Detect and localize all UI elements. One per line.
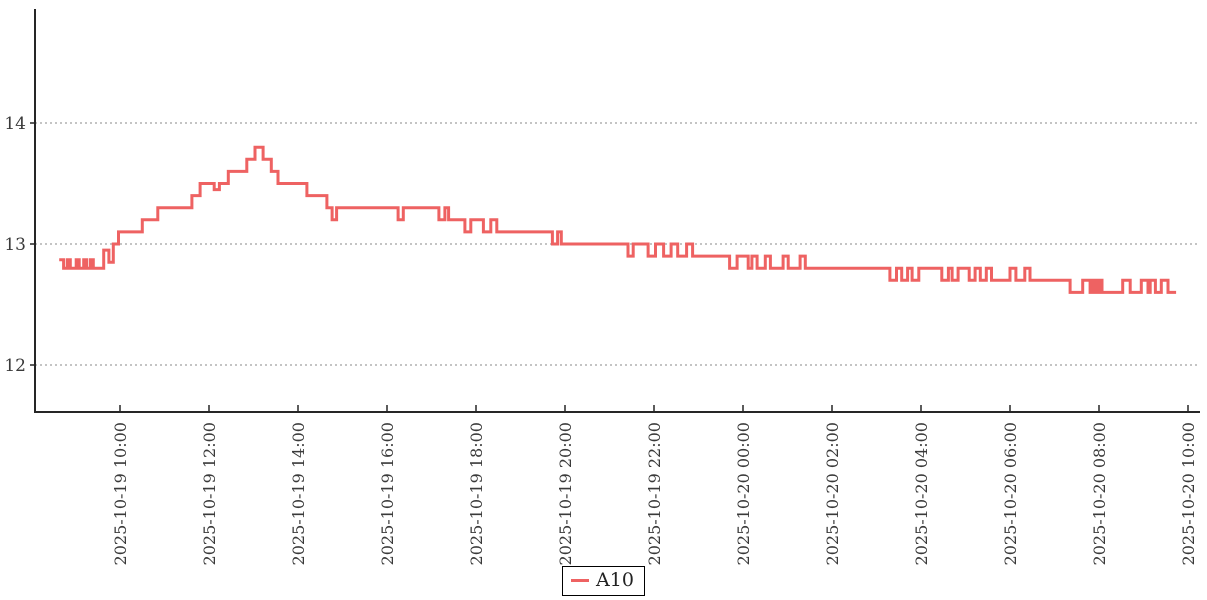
x-tick-label-7: 2025-10-20 00:00 — [734, 422, 753, 565]
x-tick-label-10: 2025-10-20 06:00 — [1001, 422, 1020, 565]
legend-label: A10 — [596, 569, 634, 591]
x-tick-label-12: 2025-10-20 10:00 — [1179, 422, 1198, 565]
legend-item-a10[interactable]: A10 — [562, 566, 645, 596]
legend: A10 — [0, 566, 1207, 596]
y-tick-label-14: 14 — [4, 114, 26, 134]
y-tick-label-12: 12 — [4, 356, 26, 376]
x-tick-label-4: 2025-10-19 18:00 — [467, 422, 486, 565]
x-tick-label-9: 2025-10-20 04:00 — [912, 422, 931, 565]
y-tick-label-13: 13 — [4, 235, 26, 255]
x-tick-label-1: 2025-10-19 12:00 — [200, 422, 219, 565]
x-tick-label-5: 2025-10-19 20:00 — [556, 422, 575, 565]
x-tick-label-6: 2025-10-19 22:00 — [645, 422, 664, 565]
x-tick-label-3: 2025-10-19 16:00 — [378, 422, 397, 565]
x-tick-label-11: 2025-10-20 08:00 — [1090, 422, 1109, 565]
x-tick-label-2: 2025-10-19 14:00 — [289, 422, 308, 565]
legend-line-marker — [571, 578, 590, 582]
series-line-a10 — [59, 145, 1177, 294]
x-tick-label-0: 2025-10-19 10:00 — [111, 422, 130, 565]
x-tick-label-8: 2025-10-20 02:00 — [823, 422, 842, 565]
